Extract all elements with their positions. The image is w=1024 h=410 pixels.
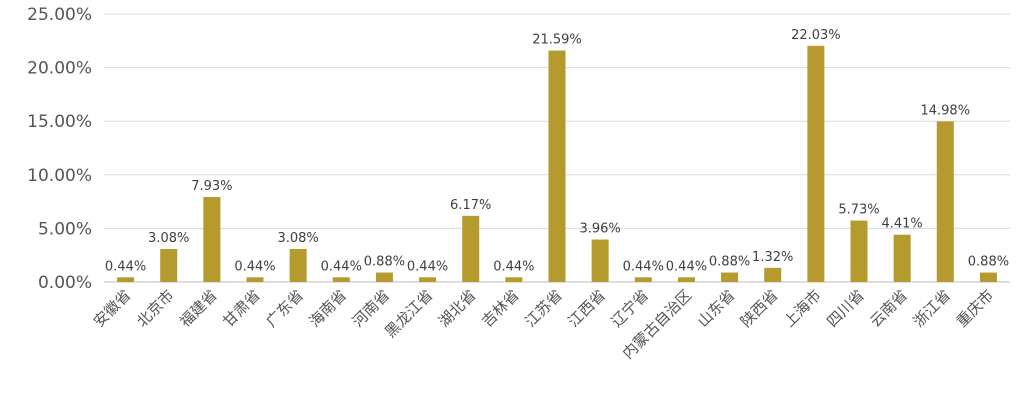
bar [246,277,264,282]
bar [807,45,825,282]
x-tick-label: 山东省 [694,286,739,331]
bar [117,277,135,282]
data-label: 0.44% [105,259,146,274]
data-label: 0.88% [364,255,405,270]
y-tick-label: 25.00% [27,5,92,25]
x-tick-label: 江西省 [564,286,609,331]
bar [332,277,350,282]
x-tick-label: 上海市 [780,286,825,331]
data-label: 0.44% [493,259,534,274]
data-label: 3.96% [579,222,620,237]
x-tick-label: 浙江省 [910,286,955,331]
x-tick-label: 海南省 [306,286,351,331]
data-label: 0.44% [234,259,275,274]
x-axis-ticks: 安徽省北京市福建省甘肃省广东省海南省河南省黑龙江省湖北省吉林省江苏省江西省辽宁省… [90,286,997,362]
data-label: 3.08% [148,231,189,246]
x-tick-label: 安徽省 [90,286,135,331]
y-tick-label: 20.00% [27,59,92,79]
bar [979,272,997,282]
data-label: 0.88% [968,255,1009,270]
x-tick-label: 黑龙江省 [381,286,436,341]
data-label: 6.17% [450,198,491,213]
bar [505,277,523,282]
bar [419,277,437,282]
data-label: 5.73% [838,203,879,218]
bar [936,121,954,282]
x-tick-label: 北京市 [133,286,178,331]
y-tick-label: 15.00% [27,112,92,132]
bar [634,277,652,282]
bar [764,267,782,282]
x-tick-label: 湖北省 [435,286,480,331]
data-label: 21.59% [532,33,582,48]
x-tick-label: 吉林省 [478,286,523,331]
bar [677,277,695,282]
data-label: 14.98% [920,103,970,118]
data-label: 7.93% [191,179,232,194]
data-labels: 0.44%3.08%7.93%0.44%3.08%0.44% 0.88% 0.44%… [105,28,1009,274]
y-tick-label: 10.00% [27,166,92,186]
data-label: 1.32% [752,250,793,265]
bar [721,272,739,282]
y-tick-label: 0.00% [38,273,92,293]
bar [203,196,221,282]
x-tick-label: 陕西省 [737,286,782,331]
bars [117,45,997,282]
data-label: 0.88% [709,255,750,270]
data-label: 3.08% [277,231,318,246]
bar [289,248,307,282]
y-tick-label: 5.00% [38,219,92,239]
data-label: 4.41% [881,217,922,232]
data-label: 0.44% [407,259,448,274]
x-tick-label: 福建省 [176,286,221,331]
x-tick-label: 云南省 [866,286,911,331]
bar [462,215,480,282]
x-tick-label: 重庆市 [953,286,998,331]
x-tick-label: 四川省 [823,286,868,331]
y-axis-ticks: 0.00% 5.00% 10.00% 15.00% 20.00% 25.00% [27,5,92,293]
x-tick-label: 广东省 [262,286,307,331]
bar [160,248,178,282]
bar [375,272,393,282]
data-label: 0.44% [666,259,707,274]
data-label: 0.44% [321,259,362,274]
x-tick-label: 甘肃省 [219,286,264,331]
bar [850,220,868,282]
x-tick-label: 江苏省 [521,286,566,331]
data-label: 22.03% [791,28,841,43]
bar [548,50,566,282]
bar [591,239,609,282]
data-label: 0.44% [623,259,664,274]
bar [893,234,911,282]
